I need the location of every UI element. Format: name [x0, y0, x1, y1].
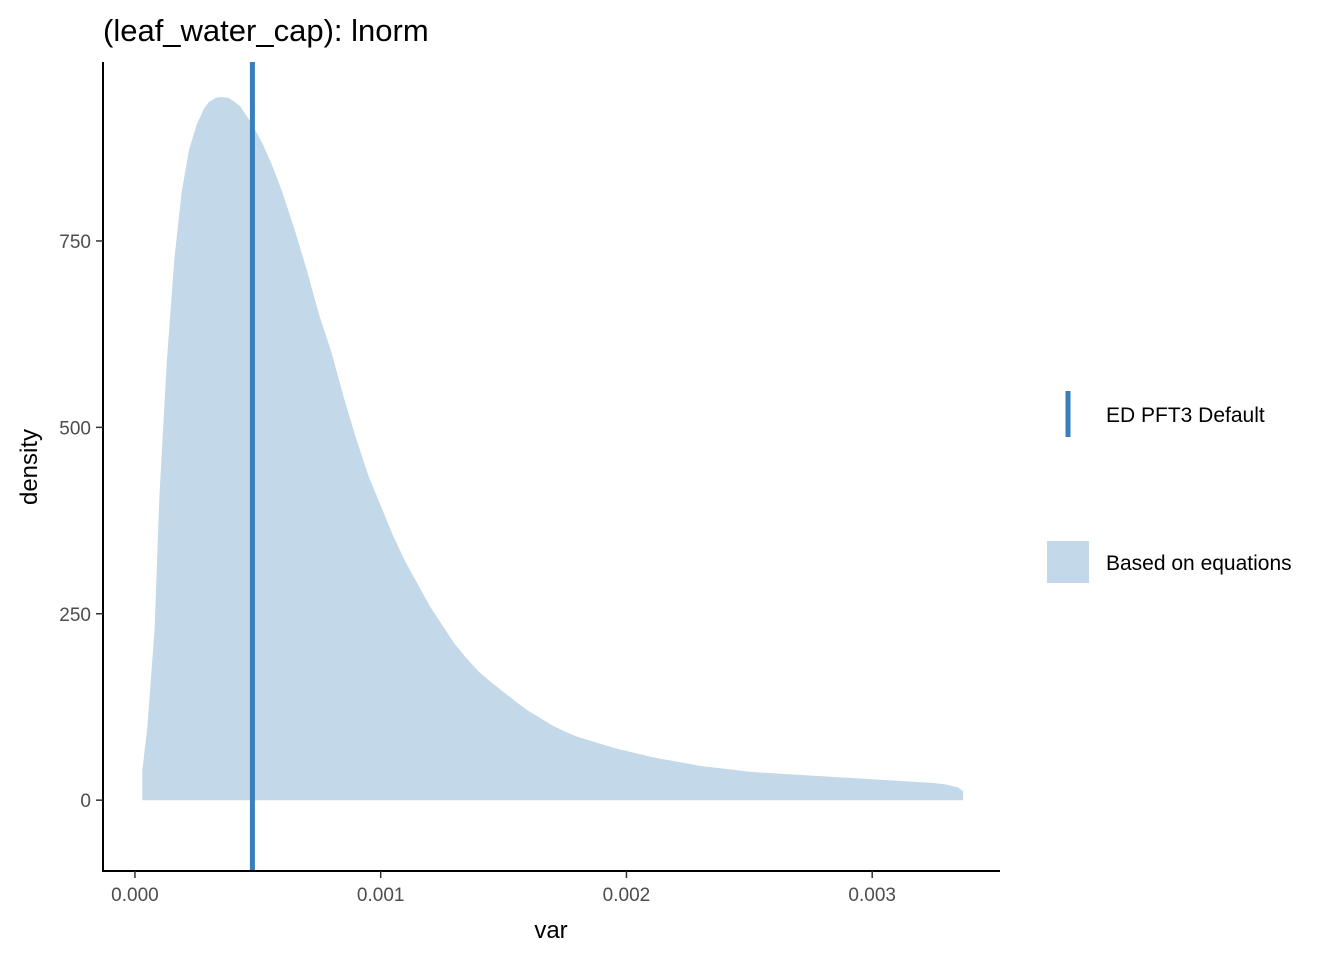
y-tick-label: 0	[80, 791, 91, 812]
x-tick-label: 0.000	[111, 885, 159, 906]
y-axis-ticks: 0 250 500 750	[59, 232, 103, 812]
x-tick-label: 0.001	[357, 885, 405, 906]
y-axis-title: density	[16, 429, 43, 505]
legend-label-based-on-equations: Based on equations	[1106, 552, 1292, 575]
x-tick-label: 0.002	[603, 885, 651, 906]
legend-label-ed-pft3-default: ED PFT3 Default	[1106, 404, 1265, 427]
legend-item-based-on-equations: Based on equations	[1047, 541, 1292, 583]
x-tick-label: 0.003	[848, 885, 896, 906]
y-tick-label: 250	[59, 605, 91, 626]
density-area	[142, 97, 964, 801]
y-tick-label: 750	[59, 232, 91, 253]
legend: ED PFT3 Default Based on equations	[1047, 391, 1292, 583]
legend-key-swatch	[1047, 541, 1089, 583]
axes: 0 250 500 750 0.000 0.001 0.002 0.003	[59, 62, 1000, 906]
legend-item-ed-pft3-default: ED PFT3 Default	[1065, 391, 1265, 437]
chart-title: (leaf_water_cap): lnorm	[103, 13, 429, 48]
plot-panel	[142, 62, 964, 871]
y-tick-label: 500	[59, 418, 91, 439]
x-axis-title: var	[534, 917, 567, 944]
x-axis-ticks: 0.000 0.001 0.002 0.003	[111, 871, 896, 906]
